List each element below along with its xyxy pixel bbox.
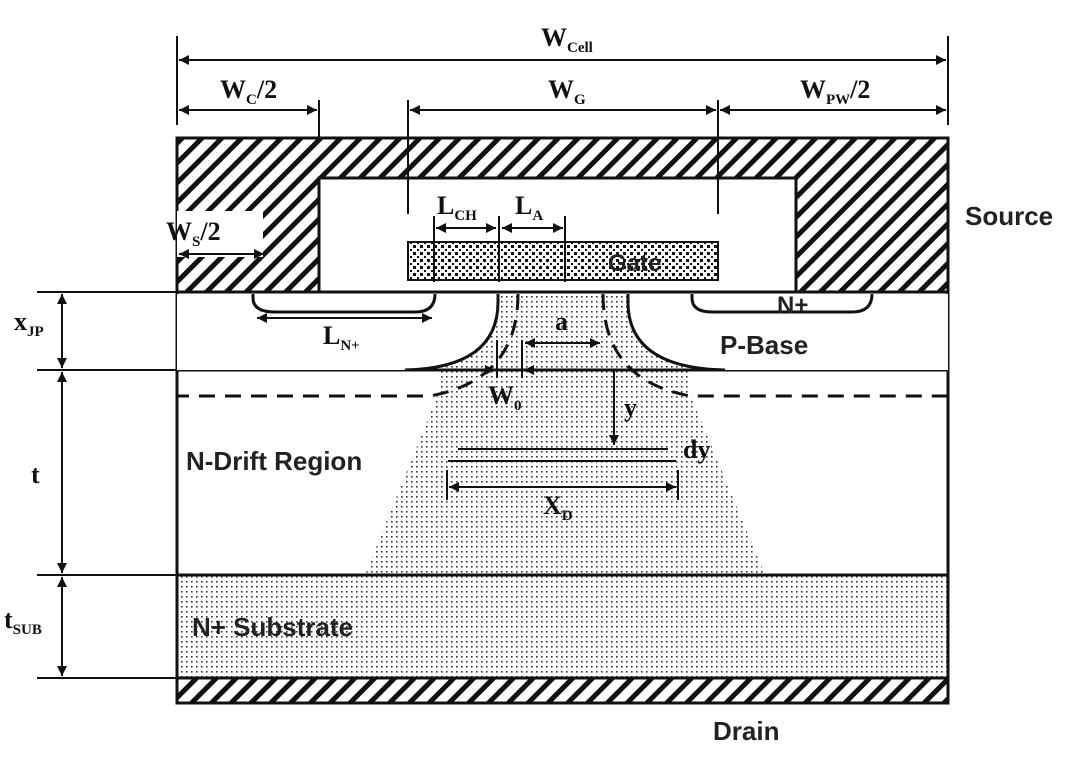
n-substrate-region xyxy=(175,573,950,680)
gate-label: Gate xyxy=(608,250,661,277)
t-sub-label: tSUB xyxy=(4,605,42,638)
y-label: y xyxy=(624,393,637,422)
w-pw-label: WPW/2 xyxy=(800,75,870,108)
drain-label: Drain xyxy=(713,716,779,746)
w0-label: W0 xyxy=(488,381,522,414)
n-substrate-label: N+ Substrate xyxy=(192,612,353,642)
n-plus-right xyxy=(690,293,874,314)
w-c-label: WC/2 xyxy=(220,75,277,108)
l-a-label: LA xyxy=(515,191,543,224)
l-n-label: LN+ xyxy=(323,321,360,354)
depletion-boundary-right xyxy=(601,293,948,398)
drain-metal xyxy=(175,676,950,705)
p-base-left-boundary xyxy=(404,294,500,372)
x-jp-label: xJP xyxy=(14,307,44,340)
w-g-label: WG xyxy=(548,75,586,108)
w-s-label: WS/2 xyxy=(166,217,221,250)
p-base-right-boundary xyxy=(626,294,726,372)
l-ch-label: LCH xyxy=(437,191,477,224)
p-base-label: P-Base xyxy=(720,330,808,360)
n-drift-label: N-Drift Region xyxy=(186,446,362,476)
dy-label: dy xyxy=(683,435,710,464)
n-plus-right-label: N+ xyxy=(777,292,808,319)
w-cell-label: WCell xyxy=(541,23,593,56)
x-d-label: XD xyxy=(543,491,573,524)
t-label: t xyxy=(31,460,40,489)
source-label: Source xyxy=(965,201,1053,231)
n-plus-left xyxy=(251,293,437,314)
a-label: a xyxy=(555,307,568,336)
current-spreading-region xyxy=(365,294,765,575)
gate-electrode xyxy=(407,241,719,281)
